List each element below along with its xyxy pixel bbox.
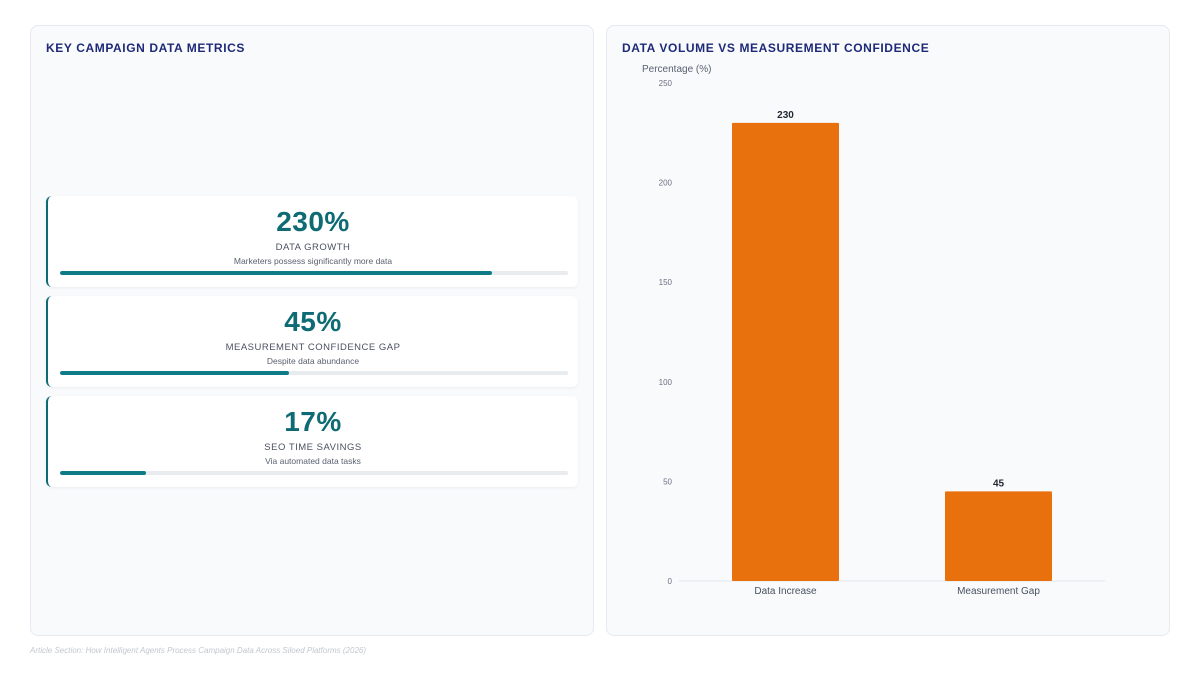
- metric-card-data-growth: 230% DATA GROWTH Marketers possess signi…: [46, 196, 578, 287]
- metrics-panel: KEY CAMPAIGN DATA METRICS 230% DATA GROW…: [30, 25, 594, 636]
- bar: [732, 122, 839, 581]
- y-tick-label: 50: [663, 477, 672, 486]
- y-axis-label: Percentage (%): [642, 64, 711, 75]
- y-tick-label: 100: [659, 378, 673, 387]
- metric-progress-track: [60, 471, 568, 475]
- metric-description: Marketers possess significantly more dat…: [233, 256, 393, 266]
- bar-chart: Percentage (%) 0 50 100 150 200 250 230 Data Inc…: [642, 64, 1105, 597]
- metric-card-seo-savings: 17% SEO TIME SAVINGS Via automated data …: [46, 396, 578, 487]
- y-tick-label: 150: [659, 278, 673, 287]
- footer-note: Article Section: How Intelligent Agents …: [30, 646, 367, 655]
- metric-value: 45%: [284, 306, 342, 337]
- metric-value: 17%: [284, 406, 342, 437]
- chart-title: DATA VOLUME VS MEASUREMENT CONFIDENCE: [622, 41, 930, 55]
- y-tick-label: 250: [659, 79, 673, 88]
- y-tick-label: 200: [659, 179, 673, 188]
- bar-value-label: 230: [777, 110, 794, 121]
- metric-progress-track: [60, 271, 568, 275]
- y-tick-label: 0: [668, 577, 673, 586]
- metric-label: SEO TIME SAVINGS: [264, 442, 362, 453]
- metric-card-measurement-gap: 45% MEASUREMENT CONFIDENCE GAP Despite d…: [46, 296, 578, 387]
- x-tick-label: Measurement Gap: [957, 586, 1040, 597]
- bar: [945, 491, 1052, 581]
- metric-progress-fill: [60, 471, 147, 475]
- metric-value: 230%: [276, 206, 350, 237]
- metric-label: DATA GROWTH: [275, 242, 351, 253]
- x-tick-label: Data Increase: [754, 586, 817, 597]
- metric-progress-fill: [60, 271, 492, 275]
- metric-description: Despite data abundance: [266, 356, 360, 366]
- chart-panel: DATA VOLUME VS MEASUREMENT CONFIDENCE Pe…: [606, 25, 1170, 636]
- metric-label: MEASUREMENT CONFIDENCE GAP: [225, 342, 401, 353]
- metrics-panel-title: KEY CAMPAIGN DATA METRICS: [46, 41, 246, 55]
- bar-value-label: 45: [993, 478, 1005, 489]
- metric-progress-fill: [60, 371, 289, 375]
- metric-description: Via automated data tasks: [265, 456, 361, 466]
- metric-progress-track: [60, 371, 568, 375]
